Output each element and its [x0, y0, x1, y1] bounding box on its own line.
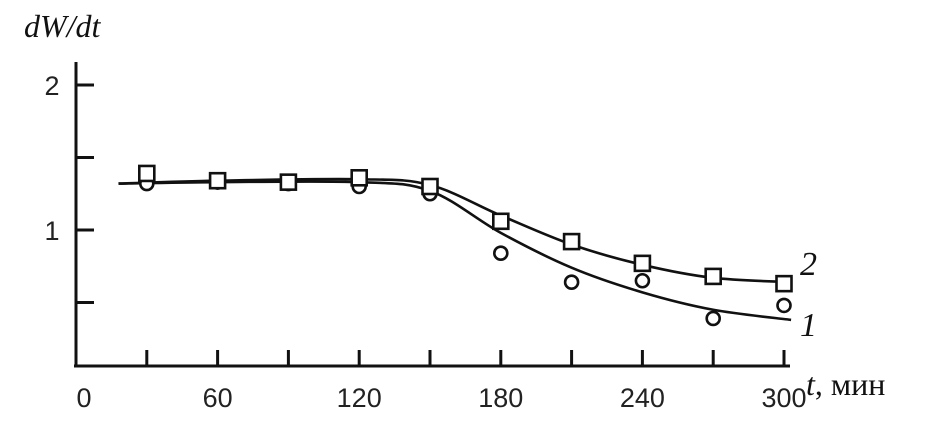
data-point-series-2	[491, 212, 510, 231]
y-tick-label: 2	[44, 71, 59, 101]
x-tick-label: 240	[620, 383, 665, 413]
x-axis-label: t, мин	[806, 366, 885, 402]
fit-curve-1	[118, 180, 792, 322]
series-label-1: 1	[800, 307, 817, 344]
y-axis-label: dW/dt	[24, 8, 102, 44]
x-tick-label: 0	[76, 383, 91, 413]
data-point-series-1	[492, 245, 509, 261]
data-point-series-1	[776, 297, 792, 314]
data-point-series-2	[421, 177, 439, 196]
data-point-series-1	[634, 272, 651, 289]
data-point-series-2	[350, 169, 369, 187]
y-tick-label: 1	[44, 216, 59, 246]
data-point-series-2	[208, 171, 227, 190]
x-tick-label: 300	[761, 383, 806, 413]
x-axis-variable: t	[806, 366, 816, 402]
data-point-series-2	[279, 173, 298, 191]
fit-curve-2	[118, 177, 792, 284]
x-tick-label: 120	[337, 383, 382, 413]
data-point-series-2	[562, 232, 581, 251]
data-point-series-2	[704, 267, 723, 286]
data-point-series-1	[705, 310, 722, 327]
x-tick-label: 180	[478, 383, 523, 413]
data-point-series-2	[633, 254, 652, 273]
data-point-series-2	[138, 164, 156, 183]
x-axis-unit: , мин	[815, 366, 886, 402]
x-tick-label: 60	[203, 383, 233, 413]
series-label-2: 2	[800, 246, 817, 283]
data-point-series-2	[775, 274, 793, 293]
data-point-series-1	[563, 274, 580, 291]
